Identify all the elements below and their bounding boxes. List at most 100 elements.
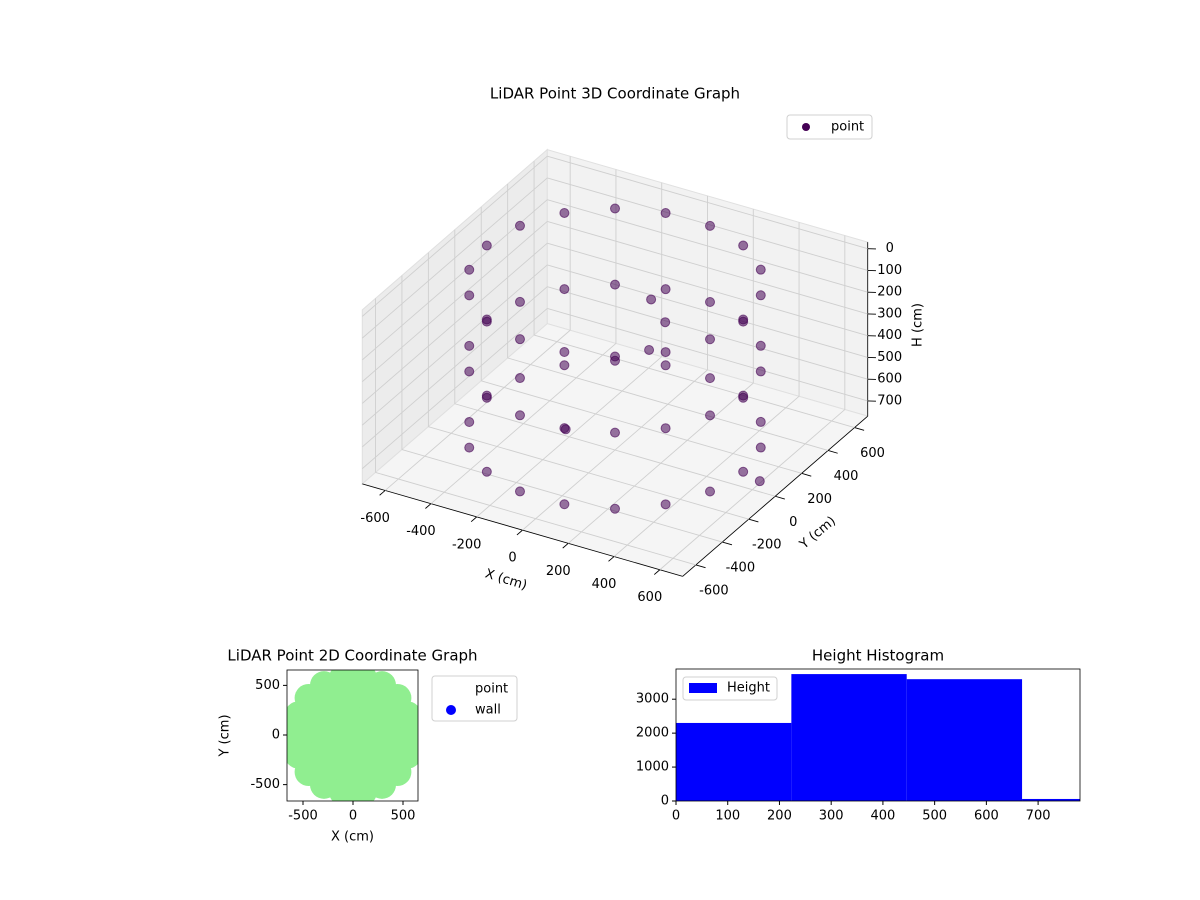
point [481,466,492,477]
grid-line [375,471,697,566]
point [514,334,525,345]
point [464,340,475,351]
y-tick-label: 1000 [636,760,669,775]
x-tick-label: 500 [391,809,416,824]
point [514,296,525,307]
point [646,294,657,305]
y-tick-mark [748,518,759,523]
y-axis-label: Y (cm) [796,514,839,553]
z-axis-label: H (cm) [911,303,926,347]
bar [676,722,792,801]
y-tick-label: 0 [272,728,280,743]
y-tick-mark [854,427,865,431]
grid-line [547,307,868,402]
point [610,355,621,366]
x-tick-label: 400 [592,577,617,592]
point [660,284,671,295]
grid-line [547,286,868,380]
legend-marker [446,705,456,715]
point [705,220,716,231]
grid-line [428,426,749,520]
x-tick-label: 0 [349,809,357,824]
bar [906,679,1023,801]
point [464,442,475,453]
legend-label: point [831,120,864,135]
point [464,366,475,377]
point [464,416,475,427]
z-tick-label: 100 [877,263,902,278]
point [660,208,671,219]
legend-label: Height [727,681,770,696]
y-tick-label: 0 [661,794,669,809]
legend-marker [802,123,810,131]
z-tick-label: 500 [877,350,902,365]
grid-line [361,242,548,404]
point [755,366,766,377]
y-tick-label: -400 [726,561,756,576]
y-tick-label: 400 [834,469,859,484]
grid-line [361,308,548,469]
y-tick-label: -200 [752,538,782,553]
x-tick-label: 100 [715,809,740,824]
grid-line [454,403,776,497]
point [514,486,525,497]
point [559,499,570,510]
x-tick-label: 600 [974,809,999,824]
legend-box [682,676,778,701]
y-tick-mark [801,472,812,477]
grid-line [533,334,855,429]
point [644,344,655,355]
plot-area [676,674,1080,801]
y-tick-label: 2000 [636,726,669,741]
axes-frame [675,668,1081,802]
plot-area [287,670,418,801]
legend-swatch [689,683,717,693]
x-tick-mark [425,503,432,509]
point [755,340,766,351]
grid-line [361,286,548,448]
z-tick-label: 200 [877,285,902,300]
point [738,240,749,251]
x-tick-label: -200 [452,537,482,552]
point [660,360,671,371]
grid-line [547,199,868,293]
grid-line [547,155,868,250]
point [705,373,716,384]
x-tick-label: 500 [922,809,947,824]
point [755,442,766,453]
point [514,410,525,421]
grid-line [401,449,723,543]
point [481,316,492,327]
x-tick-label: 0 [508,551,516,566]
point [464,264,475,275]
point [755,264,766,275]
y-tick-mark [827,450,838,454]
point [705,486,716,497]
bar [1022,798,1080,801]
point [559,346,570,357]
y-tick-label: 200 [807,492,832,507]
chart-title: LiDAR Point 3D Coordinate Graph [490,85,740,103]
point [393,740,418,769]
point [754,476,765,487]
x-axis-label: X (cm) [483,567,529,594]
z-tick-label: 400 [877,328,902,343]
point [660,317,671,328]
y-tick-mark [775,495,785,500]
z-tick-label: 700 [877,393,902,408]
y-tick-label: 3000 [636,692,669,707]
grid-line [547,264,868,358]
point [514,373,525,384]
x-tick-mark [653,569,661,575]
point [755,416,766,427]
x-tick-label: 700 [1026,809,1051,824]
x-tick-label: 300 [819,809,844,824]
point [738,392,749,403]
x-tick-mark [470,516,478,523]
chart-title: LiDAR Point 2D Coordinate Graph [227,647,477,665]
point [660,499,671,510]
grid-line [361,264,548,426]
point [738,316,749,327]
point [559,207,570,218]
